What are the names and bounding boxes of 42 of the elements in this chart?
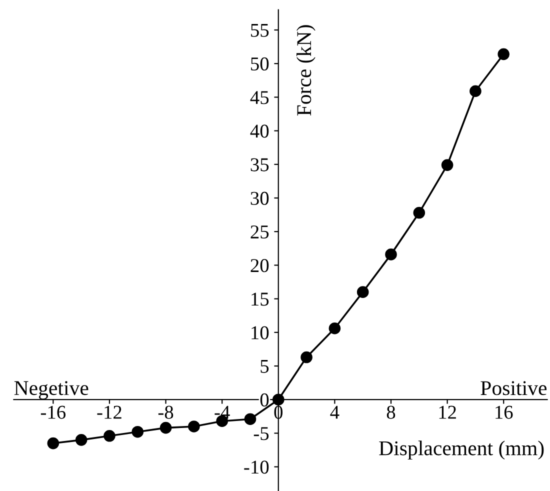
- point: [160, 422, 172, 434]
- y-tick-label: 15: [252, 292, 269, 306]
- y-tick-label: 25: [250, 225, 269, 239]
- y-tick-label: 55: [251, 24, 269, 37]
- point: [328, 322, 341, 334]
- y-tick-label: 50: [251, 57, 269, 71]
- annotation: Positive: [480, 381, 547, 396]
- y-tick-label: 5: [260, 360, 269, 373]
- point: [385, 248, 397, 260]
- point: [75, 434, 88, 446]
- point: [441, 159, 454, 171]
- y-axis-title: Force (kN): [296, 25, 316, 116]
- y-tick-label: 40: [250, 124, 269, 138]
- y-tick-label: -10: [244, 460, 269, 474]
- x-tick-label: -16: [40, 406, 66, 419]
- point: [300, 351, 312, 364]
- point: [498, 48, 510, 60]
- annotation: Negetive: [14, 381, 88, 400]
- y-tick-label: -5: [254, 427, 269, 440]
- point: [470, 85, 482, 98]
- y-tick-label: 20: [250, 259, 269, 272]
- x-axis-title: Displacement (mm): [379, 440, 544, 460]
- point: [272, 394, 284, 406]
- x-tick-label: -4: [214, 406, 230, 419]
- point: [244, 413, 256, 425]
- x-tick-label: 12: [439, 406, 456, 419]
- x-tick-label: 8: [386, 406, 396, 419]
- point: [47, 437, 60, 450]
- point: [413, 206, 426, 219]
- x-tick-label: -12: [97, 406, 122, 419]
- y-tick-label: 10: [252, 326, 269, 340]
- x-tick-label: 4: [330, 406, 340, 419]
- y-tick-label: 45: [250, 91, 269, 104]
- y-tick-label: 35: [250, 158, 269, 172]
- point: [104, 430, 116, 442]
- x-tick-label: -8: [158, 406, 174, 419]
- point: [132, 426, 144, 438]
- x-tick-label: 16: [496, 406, 513, 419]
- point: [356, 286, 369, 298]
- point: [188, 420, 200, 432]
- y-tick-label: 30: [250, 192, 269, 205]
- y-tick-label: 0: [260, 393, 269, 407]
